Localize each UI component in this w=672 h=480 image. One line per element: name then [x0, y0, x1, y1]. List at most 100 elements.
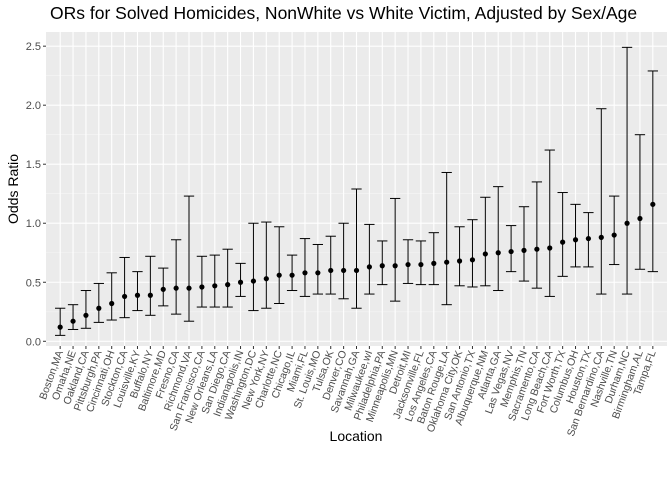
errorbar-group — [170, 239, 182, 315]
estimate-point — [315, 270, 321, 276]
estimate-point — [341, 267, 347, 274]
errorbar-group — [493, 186, 504, 292]
errorbar-group — [583, 212, 594, 268]
estimate-point — [611, 232, 617, 238]
estimate-point — [624, 220, 630, 226]
estimate-point — [212, 283, 218, 289]
errorbar-group — [609, 195, 620, 266]
estimate-point — [482, 251, 488, 257]
estimate-point — [547, 245, 553, 251]
estimate-point — [598, 234, 604, 240]
errorbar-group — [274, 226, 285, 305]
errorbar-group — [647, 70, 658, 273]
errorbar-group — [351, 188, 362, 309]
estimate-point — [495, 250, 501, 256]
y-axis-ticks: 0.0 0.5 1.0 1.5 2.0 2.5 — [26, 41, 46, 348]
errorbar-group — [55, 307, 66, 336]
estimate-point — [469, 257, 476, 263]
errorbar-group — [299, 238, 311, 297]
estimate-point — [263, 276, 269, 282]
errorbar-group — [544, 149, 555, 297]
errorbar-group — [67, 304, 79, 330]
errorbar-group — [222, 248, 233, 308]
errorbar-group — [621, 46, 633, 295]
errorbar-group — [467, 219, 478, 288]
y-tick-label: 2.5 — [26, 41, 41, 53]
errorbar-group — [286, 254, 298, 292]
estimate-point — [83, 312, 89, 318]
estimate-point — [431, 260, 437, 266]
estimate-point — [121, 293, 128, 300]
y-tick-label: 0.0 — [26, 336, 41, 348]
errorbar-group — [106, 272, 117, 321]
estimate-point — [508, 248, 514, 255]
estimate-point — [237, 279, 244, 285]
estimate-point — [534, 246, 540, 252]
errorbar-group — [145, 255, 156, 316]
estimate-point — [560, 239, 566, 245]
estimate-point — [70, 318, 76, 324]
estimate-point — [225, 282, 231, 288]
errorbar-group — [480, 196, 491, 287]
errorbar-group — [389, 197, 401, 302]
errorbar-group — [312, 243, 324, 295]
errorbar-group — [634, 134, 646, 270]
estimate-point — [160, 286, 166, 292]
errorbar-group — [119, 256, 130, 319]
y-tick-label: 2.0 — [26, 100, 41, 112]
errorbar-group — [183, 195, 195, 322]
errorbar-group — [531, 181, 543, 289]
errorbar-group — [377, 240, 388, 286]
errorbar-group — [325, 235, 336, 295]
errorbar-group — [441, 171, 452, 306]
estimate-point — [276, 272, 282, 278]
estimate-point — [289, 272, 295, 278]
estimate-point — [57, 324, 63, 330]
data-marks — [55, 46, 658, 336]
y-tick-label: 1.5 — [26, 159, 41, 171]
estimate-point — [250, 278, 257, 284]
errorbar-group — [132, 271, 143, 312]
estimate-point — [637, 215, 643, 222]
estimate-point — [418, 261, 424, 268]
estimate-point — [379, 263, 385, 269]
estimate-point — [134, 292, 141, 298]
x-axis-ticks: Boston,MAOmaha,NEOakland,CAPittsburgh,PA… — [37, 346, 659, 438]
errorbar-group — [196, 255, 208, 308]
y-tick-label: 1.0 — [26, 218, 41, 230]
errorbar-group — [596, 108, 607, 295]
errorbar-group — [505, 225, 517, 273]
estimate-point — [585, 235, 592, 242]
errorbar-group — [93, 282, 104, 323]
chart-title: ORs for Solved Homicides, NonWhite vs Wh… — [50, 3, 638, 23]
estimate-point — [109, 300, 115, 307]
estimate-point — [302, 270, 308, 276]
estimate-point — [456, 258, 463, 264]
estimate-point — [366, 264, 372, 270]
errorbar-group — [158, 267, 169, 307]
estimate-point — [521, 247, 527, 253]
estimate-point — [186, 285, 192, 291]
errorbar-group — [570, 203, 581, 268]
errorbar-group — [402, 239, 414, 284]
estimate-point — [444, 259, 450, 265]
estimate-point — [572, 237, 579, 243]
errorbar-group — [248, 222, 259, 312]
estimate-point — [147, 292, 153, 298]
estimate-point — [199, 284, 205, 290]
errorbar-group — [235, 262, 246, 297]
errorbar-group — [428, 232, 439, 286]
errorbar-group — [454, 226, 465, 287]
estimate-point — [96, 305, 102, 311]
errorbar-group — [209, 254, 220, 308]
estimate-point — [328, 267, 334, 274]
errorbar-group — [557, 192, 568, 277]
x-axis-title: Location — [330, 428, 383, 444]
estimate-point — [392, 263, 398, 269]
estimate-point — [353, 267, 360, 274]
y-tick-label: 0.5 — [26, 277, 41, 289]
errorbar-group — [261, 221, 272, 309]
errorbar-group — [80, 290, 92, 329]
errorbar-group — [415, 240, 427, 286]
estimate-point — [405, 261, 411, 268]
